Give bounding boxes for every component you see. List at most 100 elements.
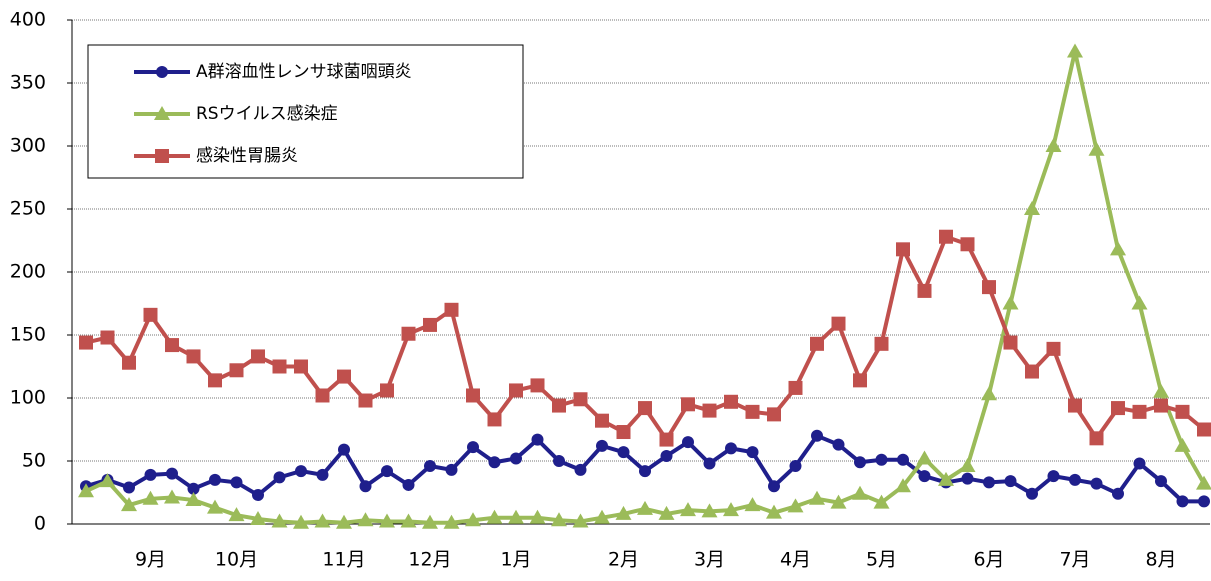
point	[467, 441, 479, 454]
point	[1047, 470, 1060, 483]
point	[445, 463, 458, 476]
point	[852, 485, 868, 500]
x-tick-label: 9月	[135, 549, 166, 571]
point	[811, 429, 823, 442]
legend-label: 感染性胃腸炎	[196, 146, 298, 166]
point	[250, 510, 266, 525]
point	[982, 280, 996, 295]
point	[443, 514, 460, 529]
point	[156, 66, 168, 78]
point	[1174, 437, 1191, 452]
point	[895, 478, 911, 493]
point	[531, 433, 544, 446]
point	[746, 446, 759, 459]
point	[767, 407, 781, 422]
point	[99, 473, 116, 488]
point	[508, 509, 524, 524]
point	[78, 483, 94, 498]
point	[615, 505, 632, 520]
point	[1089, 431, 1104, 446]
point	[595, 413, 609, 428]
point	[788, 380, 803, 395]
point	[314, 513, 331, 528]
point	[186, 349, 201, 364]
point	[380, 383, 394, 398]
point	[1111, 401, 1125, 416]
point	[294, 359, 308, 374]
point	[444, 302, 459, 317]
point	[336, 514, 352, 529]
point	[1112, 487, 1124, 500]
point	[853, 373, 867, 388]
point	[486, 509, 503, 524]
point	[745, 404, 760, 419]
point	[1154, 398, 1168, 413]
point	[208, 373, 222, 388]
point	[1153, 383, 1169, 398]
point	[272, 359, 287, 374]
point	[1025, 364, 1039, 379]
point	[701, 503, 718, 518]
point	[1045, 138, 1062, 152]
point	[293, 514, 309, 529]
point	[79, 335, 93, 350]
point	[154, 106, 170, 120]
point	[1131, 295, 1148, 310]
point	[338, 443, 350, 456]
point	[637, 500, 653, 515]
point	[809, 490, 825, 505]
x-tick-label: 2月	[608, 549, 639, 571]
point	[917, 283, 932, 298]
point	[271, 513, 288, 528]
point	[422, 514, 438, 529]
point	[207, 499, 223, 514]
point	[1155, 475, 1167, 488]
point	[123, 481, 135, 494]
point	[1175, 404, 1190, 419]
point	[358, 393, 373, 408]
point	[553, 455, 565, 467]
point	[896, 242, 910, 257]
point	[832, 438, 845, 451]
point	[573, 392, 588, 407]
point	[874, 336, 889, 351]
point	[744, 497, 761, 512]
point	[529, 509, 546, 524]
series	[80, 429, 1210, 508]
point	[959, 458, 976, 473]
point	[724, 394, 738, 409]
point	[1196, 475, 1211, 490]
point	[659, 432, 674, 447]
point	[142, 490, 159, 505]
point	[1198, 495, 1210, 508]
point	[831, 316, 846, 331]
y-tick-label: 150	[10, 324, 46, 346]
y-tick-label: 400	[10, 9, 46, 31]
point	[873, 494, 890, 509]
point	[960, 237, 975, 252]
point	[228, 507, 245, 522]
point	[725, 442, 737, 455]
point	[424, 460, 436, 473]
point	[983, 476, 995, 489]
point	[1088, 141, 1105, 156]
point	[702, 403, 717, 418]
point	[465, 512, 481, 527]
point	[616, 425, 631, 440]
point	[1068, 398, 1082, 413]
legend-label: A群溶血性レンサ球菌咽頭炎	[196, 62, 412, 82]
point	[854, 456, 866, 469]
x-tick-label: 10月	[215, 549, 258, 571]
point	[660, 449, 673, 462]
point	[938, 471, 954, 486]
series	[78, 43, 1211, 529]
point	[1026, 487, 1038, 500]
point	[552, 398, 566, 413]
point	[122, 355, 136, 370]
point	[682, 436, 694, 449]
x-tick-label: 5月	[866, 549, 897, 571]
point	[1090, 477, 1103, 490]
point	[766, 504, 782, 519]
y-tick-label: 350	[10, 72, 46, 94]
